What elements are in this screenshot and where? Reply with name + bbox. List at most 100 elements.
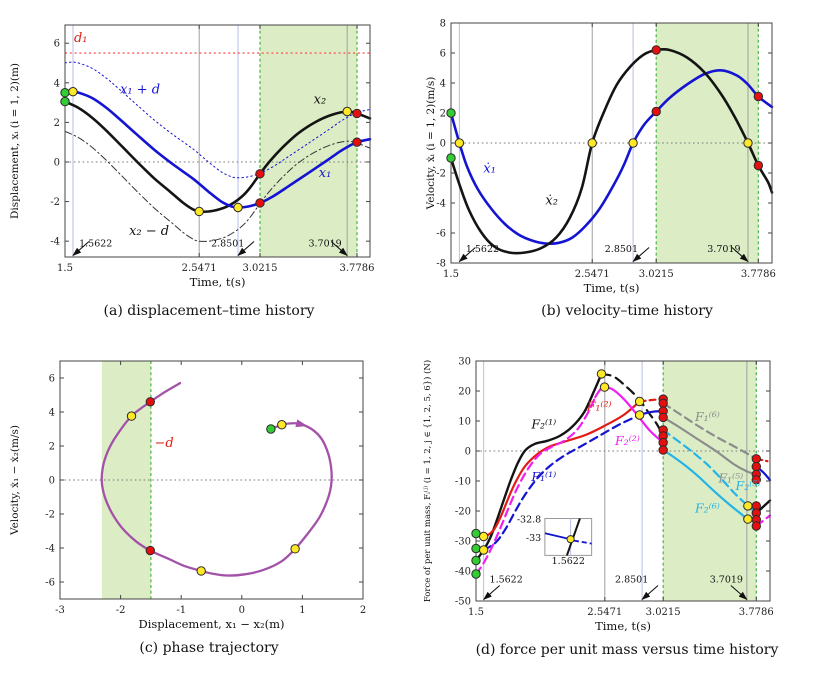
series-xdot1 bbox=[449, 68, 774, 246]
marker-red bbox=[751, 461, 761, 472]
y-tick-label: 2 bbox=[440, 109, 446, 120]
marker-yellow bbox=[68, 87, 78, 97]
x-tick-label: 2 bbox=[360, 605, 366, 616]
y-tick-label: 8 bbox=[440, 19, 446, 30]
y-tick-label: 20 bbox=[458, 387, 471, 398]
y-tick-label: -2 bbox=[45, 510, 55, 521]
curve-label: ẋ₁ bbox=[483, 161, 496, 176]
marker-yellow bbox=[277, 420, 287, 430]
marker-red bbox=[255, 169, 265, 179]
marker-red bbox=[658, 412, 668, 423]
marker-green bbox=[471, 569, 481, 579]
series-F2-2 bbox=[474, 395, 597, 576]
series-F1-5 bbox=[662, 416, 758, 476]
series-F1-6 bbox=[662, 402, 758, 460]
y-tick-label: -50 bbox=[455, 597, 471, 608]
marker-yellow bbox=[454, 138, 465, 148]
marker-green bbox=[471, 543, 481, 554]
annotation-label: 1.5622 bbox=[490, 574, 523, 585]
x-tick-label: 3.7786 bbox=[741, 269, 776, 280]
marker-yellow bbox=[342, 106, 352, 117]
panel-d-caption: (d) force per unit mass versus time hist… bbox=[475, 642, 779, 658]
curve-label: d₁ bbox=[74, 31, 88, 46]
annotation-arrow bbox=[641, 585, 659, 601]
x-tick-label: 3.7786 bbox=[340, 263, 375, 274]
highlight-region bbox=[663, 361, 757, 601]
marker-yellow bbox=[743, 138, 753, 148]
annotation-arrow bbox=[458, 247, 476, 263]
marker-red bbox=[658, 398, 668, 409]
y-axis-label: Velocity, ẋ₁ − ẋ₂(m/s) bbox=[9, 425, 21, 536]
y-tick-label: -2 bbox=[50, 197, 60, 208]
curve-label: F₂⁽²⁾ bbox=[614, 433, 640, 448]
curve-label: F₁⁽⁶⁾ bbox=[694, 409, 720, 424]
x-axis-label: Displacement, x₁ − x₂(m) bbox=[138, 617, 284, 631]
panel-d: 1.5 2.5471 3.0215 3.7786 -50 -40 -30 -20 -10 0 10 2… bbox=[418, 336, 836, 673]
x-axis-label: Time, t(s) bbox=[595, 619, 651, 633]
y-tick-label: -4 bbox=[50, 237, 60, 248]
panel-a-caption: (a) displacement–time history bbox=[103, 303, 315, 319]
inset-marker bbox=[566, 535, 575, 544]
x-tick-label: 0 bbox=[239, 605, 245, 616]
marker-yellow bbox=[194, 206, 204, 217]
curve-label: −d bbox=[155, 436, 174, 451]
panel-a: 1.5 2.5471 3.0215 3.7786 -4 -2 0 2 4 6 Time, t(s) D… bbox=[0, 0, 418, 336]
y-tick-label: 4 bbox=[49, 408, 55, 419]
x-tick-label: 1.5 bbox=[468, 607, 484, 618]
marker-red bbox=[255, 198, 265, 208]
y-tick-label: 6 bbox=[49, 374, 55, 385]
y-tick-label: -2 bbox=[436, 169, 446, 180]
x-tick-label: 3.0215 bbox=[639, 269, 674, 280]
marker-red bbox=[753, 160, 764, 171]
curve-label: x₁ + d bbox=[120, 83, 160, 98]
curve-label: ẋ₂ bbox=[545, 194, 558, 209]
marker-green bbox=[266, 424, 276, 434]
marker-yellow bbox=[596, 369, 607, 379]
marker-green bbox=[60, 87, 70, 98]
marker-red bbox=[751, 521, 761, 531]
y-tick-label: -6 bbox=[436, 229, 446, 240]
panel-a-chart: 1.5 2.5471 3.0215 3.7786 -4 -2 0 2 4 6 Time, t(s) D… bbox=[9, 24, 375, 289]
inset-axis-label: -33 bbox=[526, 533, 541, 544]
y-axis-label: Force of per unit mass, Fᵢ⁽ʲ⁾ (i = 1, 2,… bbox=[422, 360, 433, 602]
series-x1-plus-d bbox=[64, 61, 371, 179]
axis-box bbox=[64, 24, 371, 258]
annotation-arrow bbox=[483, 585, 501, 601]
marker-yellow bbox=[290, 544, 300, 554]
annotation-label: 1.5622 bbox=[79, 239, 112, 250]
annotation-arrow bbox=[731, 247, 749, 263]
x-axis-label: Time, t(s) bbox=[190, 275, 246, 289]
marker-yellow bbox=[634, 396, 645, 407]
series-x2 bbox=[63, 100, 372, 214]
y-tick-label: -4 bbox=[45, 544, 55, 555]
annotation-label: 3.7019 bbox=[308, 239, 341, 250]
y-tick-label: 10 bbox=[458, 417, 471, 428]
x-tick-label: 1 bbox=[299, 605, 305, 616]
x-tick-label: -2 bbox=[116, 605, 126, 616]
curve-label: x₂ bbox=[314, 93, 327, 108]
marker-red bbox=[145, 545, 155, 556]
x-tick-label: 3.0215 bbox=[242, 263, 277, 274]
curve-label: F₁⁽¹⁾ bbox=[530, 469, 556, 484]
series-x2-minus-d bbox=[64, 130, 371, 242]
curve-label: x₁ bbox=[319, 166, 332, 181]
annotation-label: 3.7019 bbox=[710, 574, 743, 585]
y-tick-label: 0 bbox=[49, 476, 55, 487]
y-tick-label: 2 bbox=[54, 118, 60, 129]
annotation-label: 3.7019 bbox=[707, 244, 740, 255]
panel-d-chart: 1.5 2.5471 3.0215 3.7786 -50 -40 -30 -20 -10 0 10 2… bbox=[422, 357, 774, 634]
trajectory-arrow bbox=[295, 419, 308, 428]
x-tick-label: -1 bbox=[176, 605, 186, 616]
annotation-label: 2.8501 bbox=[605, 244, 638, 255]
marker-yellow bbox=[478, 545, 489, 555]
panel-b: 1.5 2.5471 3.0215 3.7786 -8 -6 -4 -2 0 2 4 6 8 Time, … bbox=[418, 0, 836, 336]
marker-red bbox=[352, 137, 362, 147]
curve-label: x₂ − d bbox=[129, 224, 169, 239]
y-tick-label: 0 bbox=[440, 139, 446, 150]
marker-yellow bbox=[743, 501, 753, 511]
marker-yellow bbox=[233, 202, 243, 213]
curve-label: F₁⁽⁵⁾ bbox=[717, 471, 743, 486]
y-tick-label: -20 bbox=[455, 507, 471, 518]
y-tick-label: -10 bbox=[455, 477, 471, 488]
